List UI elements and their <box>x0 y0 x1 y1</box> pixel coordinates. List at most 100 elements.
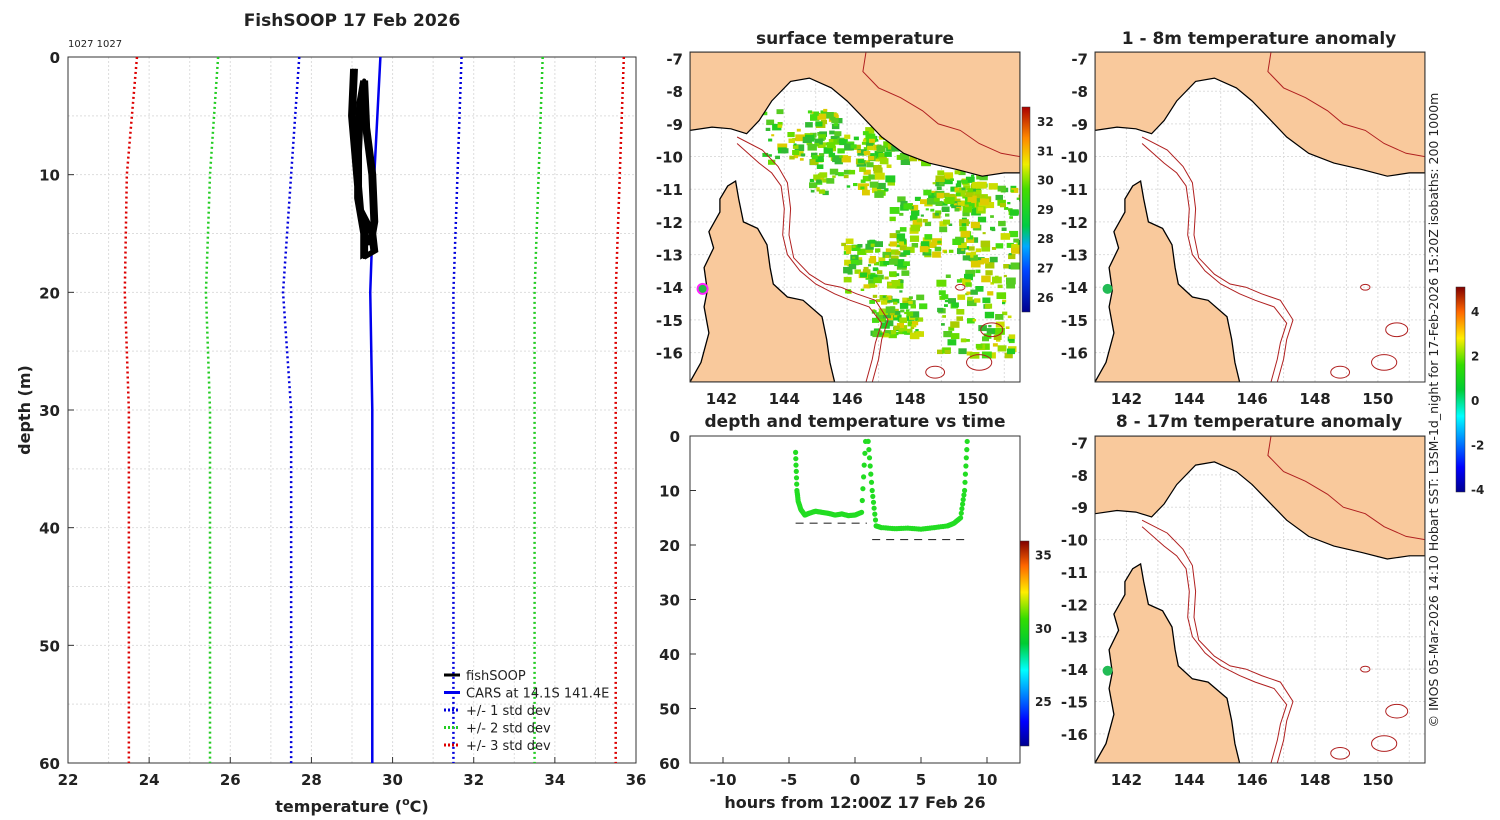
sst-pixel <box>922 237 932 244</box>
sst-pixel <box>997 284 1003 289</box>
credit-text: © IMOS 05-Mar-2026 14:10 Hobart SST: L3S… <box>1426 93 1441 728</box>
profile-y-ticks: 0 10 20 30 40 50 60 <box>39 49 74 773</box>
sst-pixel <box>879 308 889 315</box>
sst-pixel <box>975 248 982 253</box>
sst-pixel <box>889 233 897 239</box>
sst-pixel <box>965 339 970 342</box>
sst-pixel <box>883 312 891 319</box>
station-marker <box>1102 283 1113 294</box>
sst-pixel <box>981 258 990 264</box>
sst-pixel <box>875 312 886 319</box>
sst-pixel <box>981 195 985 198</box>
sst-pixel <box>838 172 844 177</box>
lat-tick-label: -15 <box>1061 312 1088 330</box>
lat-tick-label: -14 <box>656 279 683 297</box>
sst-pixel <box>766 119 775 126</box>
sst-pixel <box>874 172 885 180</box>
surface-map-title: surface temperature <box>756 29 954 49</box>
sst-pixel <box>900 158 910 165</box>
sst-pixel <box>894 310 901 315</box>
track-point <box>960 497 966 503</box>
sst-pixel <box>843 169 851 175</box>
lat-tick-label: -12 <box>1061 596 1088 614</box>
sst-pixel <box>869 138 875 143</box>
sst-pixel <box>945 213 950 217</box>
sst-pixel <box>861 141 867 145</box>
sst-pixel <box>841 242 846 247</box>
sst-pixel <box>824 112 834 119</box>
sst-pixel <box>917 317 924 322</box>
x-tick-label: 32 <box>463 771 484 789</box>
track-point <box>963 455 969 461</box>
profile-title: FishSOOP 17 Feb 2026 <box>244 11 461 31</box>
sst-pixel <box>862 139 867 142</box>
sst-pixel <box>910 204 919 211</box>
surface-colorbar-tick: 29 <box>1037 203 1054 217</box>
sst-pixel <box>809 178 815 182</box>
sst-pixel <box>910 311 920 318</box>
map-frame <box>1094 51 1426 383</box>
sst-pixel <box>959 226 967 232</box>
sst-pixel <box>1010 262 1020 270</box>
sst-pixel <box>866 162 874 168</box>
sst-pixel <box>862 175 871 182</box>
track-point <box>962 471 969 477</box>
sst-pixel <box>857 248 867 255</box>
lat-tick-label: -7 <box>1071 434 1088 452</box>
sst-pixel <box>857 159 864 164</box>
sst-pixel <box>882 251 892 258</box>
sst-pixel <box>819 131 827 137</box>
sst-pixel <box>982 336 989 342</box>
sst-pixel <box>910 326 915 329</box>
sst-pixel <box>975 343 983 349</box>
sst-pixel <box>988 183 998 190</box>
sst-pixel <box>815 156 824 162</box>
land-png <box>690 52 1020 177</box>
track-point <box>958 515 964 521</box>
profile-grid <box>68 57 636 763</box>
sst-pixel <box>876 299 881 303</box>
sst-pixel <box>956 316 963 321</box>
sst-pixel <box>816 189 820 192</box>
lat-tick-label: -14 <box>1061 661 1088 679</box>
sst-pixel <box>936 279 947 287</box>
lat-tick-label: -16 <box>1061 726 1088 744</box>
sst-pixel <box>951 302 959 308</box>
track-point <box>958 510 964 516</box>
sst-pixel <box>950 204 954 207</box>
sst-pixel <box>942 315 946 318</box>
sst-pixel <box>941 294 949 300</box>
sst-pixel <box>865 243 874 250</box>
sst-pixel <box>901 270 910 276</box>
sst-pixel <box>985 262 995 269</box>
sst-pixel <box>844 143 854 151</box>
surface-colorbar-tick: 28 <box>1037 232 1054 246</box>
reef-contour <box>1360 283 1371 291</box>
sst-pixel <box>939 226 948 233</box>
sst-pixel <box>965 176 975 183</box>
sst-pixel <box>884 276 889 280</box>
sst-pixel <box>868 258 877 264</box>
sst-pixel <box>965 282 972 287</box>
track-point <box>865 438 871 444</box>
sst-pixel <box>968 246 975 251</box>
sst-pixel <box>982 297 991 304</box>
lat-tick-label: -12 <box>1061 214 1088 232</box>
sst-pixel <box>953 198 961 204</box>
sst-pixel <box>997 185 1006 192</box>
sst-pixel <box>965 269 976 277</box>
sst-pixel <box>895 230 901 234</box>
sst-pixel <box>937 240 942 244</box>
sst-pixel <box>912 219 923 227</box>
lat-tick-label: -10 <box>1061 149 1088 167</box>
sst-pixel <box>915 331 924 337</box>
y-tick-label: 40 <box>39 520 60 538</box>
sst-pixel <box>965 204 969 208</box>
anomaly-map-1 <box>1094 51 1426 383</box>
sst-pixel <box>962 179 968 184</box>
sst-pixel <box>986 312 993 317</box>
sst-pixel <box>948 326 955 331</box>
sst-pixel <box>984 303 993 309</box>
sst-pixel <box>830 116 836 121</box>
